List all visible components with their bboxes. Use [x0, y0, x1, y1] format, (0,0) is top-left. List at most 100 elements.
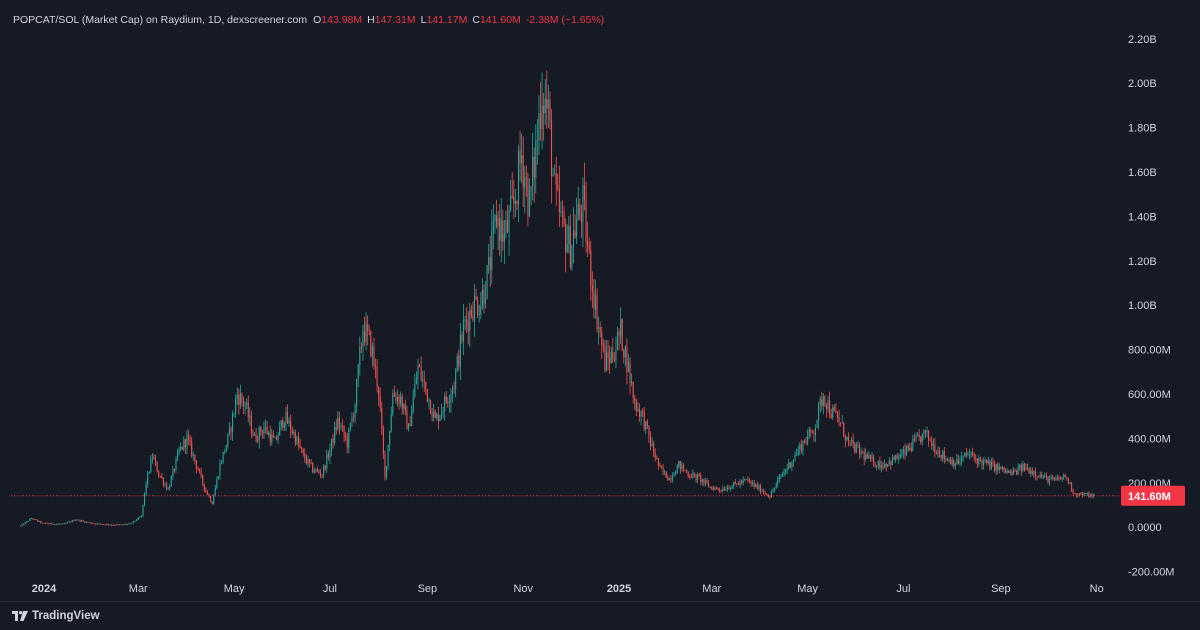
- candle: [202, 474, 204, 487]
- candle: [700, 472, 702, 486]
- candle: [1091, 492, 1093, 499]
- candle: [280, 419, 282, 431]
- candle: [62, 523, 64, 525]
- candle: [418, 363, 421, 368]
- candle: [814, 424, 817, 443]
- candle: [983, 457, 985, 470]
- candle: [777, 476, 779, 488]
- candle: [781, 471, 784, 478]
- candle: [968, 448, 970, 460]
- candle: [744, 478, 746, 482]
- candle: [506, 204, 509, 234]
- candle: [414, 374, 416, 399]
- candle: [612, 337, 614, 363]
- candle: [888, 456, 890, 466]
- candle: [95, 523, 97, 525]
- candle: [187, 429, 190, 445]
- candle: [508, 205, 510, 257]
- candle: [860, 447, 862, 458]
- candle: [547, 84, 549, 128]
- candle: [365, 312, 367, 351]
- candle: [250, 410, 252, 439]
- candle: [382, 425, 384, 459]
- candle: [473, 284, 476, 337]
- candle: [219, 459, 221, 480]
- candle: [101, 524, 103, 525]
- candle: [986, 458, 988, 466]
- candle: [909, 443, 911, 452]
- candle: [371, 342, 373, 367]
- candle: [345, 431, 347, 441]
- candle: [601, 326, 603, 359]
- candle: [79, 519, 81, 522]
- candle: [516, 200, 518, 210]
- candle: [651, 437, 653, 448]
- candle: [818, 401, 820, 430]
- candle: [1000, 466, 1002, 470]
- candle: [150, 454, 152, 474]
- close-value: 141.60M: [479, 14, 521, 26]
- candle: [942, 449, 944, 462]
- price-tag[interactable]: 141.60M: [1121, 485, 1185, 506]
- y-tick-label: 1.00B: [1128, 300, 1157, 312]
- y-tick-label: 2.00B: [1128, 78, 1157, 90]
- candle: [114, 524, 116, 526]
- candle: [290, 414, 292, 439]
- candle: [774, 487, 776, 493]
- candle: [70, 521, 72, 523]
- candle: [653, 440, 655, 457]
- candle: [170, 475, 172, 487]
- candle: [1058, 475, 1060, 482]
- candle: [885, 462, 887, 472]
- candle: [125, 523, 127, 526]
- candle: [626, 338, 628, 385]
- y-tick-label: 1.80B: [1128, 123, 1157, 135]
- candle: [316, 466, 318, 473]
- candle: [148, 471, 150, 474]
- candle: [35, 519, 37, 521]
- candle: [737, 481, 740, 486]
- candle: [803, 439, 806, 444]
- candle: [642, 408, 644, 418]
- candle: [264, 419, 267, 434]
- candle: [789, 462, 791, 469]
- candle: [225, 444, 227, 452]
- candle: [750, 480, 752, 487]
- candle: [373, 337, 375, 370]
- candle: [543, 92, 545, 141]
- candle: [1085, 493, 1087, 495]
- symbol-title[interactable]: POPCAT/SOL (Market Cap) on Raydium, 1D, …: [13, 14, 308, 26]
- candle: [668, 477, 670, 481]
- candle: [104, 524, 106, 526]
- candle: [714, 486, 716, 491]
- candle: [439, 414, 441, 422]
- candle: [648, 425, 650, 443]
- candle: [286, 404, 289, 424]
- candle: [869, 454, 872, 462]
- candle: [483, 284, 485, 314]
- tradingview-logo[interactable]: TradingView: [12, 610, 100, 622]
- candle: [412, 388, 414, 414]
- candle: [921, 433, 923, 446]
- candle: [1023, 462, 1025, 472]
- candle: [704, 477, 707, 487]
- candle: [772, 487, 774, 493]
- candle: [404, 399, 406, 416]
- candle: [649, 431, 652, 451]
- candle: [703, 478, 705, 487]
- candle: [98, 523, 100, 525]
- candle: [433, 403, 435, 422]
- candle: [447, 396, 449, 408]
- candle: [783, 468, 785, 477]
- tradingview-brand-label: TradingView: [32, 610, 100, 622]
- candle: [1052, 474, 1054, 481]
- candle: [712, 485, 714, 492]
- candle: [216, 476, 218, 490]
- candle: [796, 448, 798, 457]
- chart-canvas[interactable]: -200.00M0.0000200.00M400.00M600.00M800.0…: [0, 0, 1200, 601]
- candle: [1003, 466, 1005, 474]
- candle: [742, 476, 744, 486]
- candle: [761, 488, 763, 493]
- candle: [442, 406, 444, 419]
- candle: [662, 464, 664, 476]
